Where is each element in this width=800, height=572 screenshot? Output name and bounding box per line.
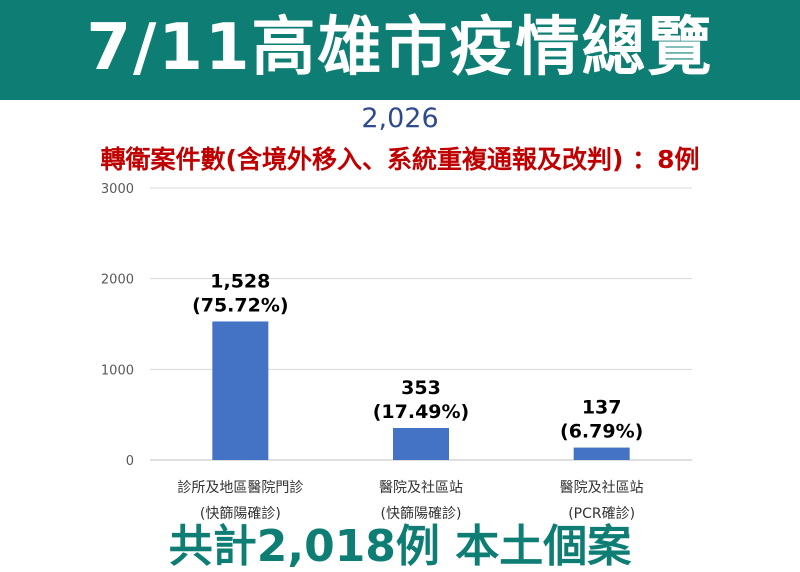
page-title: 7/11高雄市疫情總覽 <box>86 11 714 85</box>
percent-label: (6.79%) <box>560 421 643 443</box>
y-tick-label: 2000 <box>101 273 134 288</box>
x-tick-label: (快篩陽確診) <box>381 506 462 522</box>
y-axis-ticks: 0 1000 2000 3000 <box>101 182 134 469</box>
bar <box>393 427 449 460</box>
total-summary: 共計2,018例 本土個案 <box>168 521 632 572</box>
bars <box>212 321 630 460</box>
value-label: 137 <box>582 397 622 419</box>
y-tick-label: 1000 <box>101 363 134 378</box>
value-label: 353 <box>401 377 441 399</box>
x-tick-label: 醫院及社區站 <box>560 480 644 496</box>
x-axis-labels: 診所及地區醫院門診 (快篩陽確診) 醫院及社區站 (快篩陽確診) 醫院及社區站 (PCR確… <box>177 480 643 522</box>
bar-chart: 0 1000 2000 3000 1,528(75.72%) 353(17.49%) 13… <box>101 182 692 522</box>
percent-label: (17.49%) <box>373 401 470 423</box>
value-label: 1,528 <box>210 270 270 292</box>
x-tick-label: (PCR確診) <box>568 506 635 522</box>
subtotal-value: 2,026 <box>361 103 439 134</box>
y-tick-label: 0 <box>126 454 134 469</box>
bar <box>573 447 630 460</box>
transfer-note: 轉衛案件數(含境外移入、系統重複通報及改判) ：8例 <box>100 145 700 174</box>
y-tick-label: 3000 <box>101 182 134 197</box>
x-tick-label: 診所及地區醫院門診 <box>177 480 303 496</box>
x-tick-label: 醫院及社區站 <box>379 480 463 496</box>
bar <box>212 321 269 460</box>
data-labels: 1,528(75.72%) 353(17.49%) 137(6.79%) <box>192 270 643 442</box>
percent-label: (75.72%) <box>192 294 289 316</box>
title-banner: 7/11高雄市疫情總覽 <box>0 0 800 100</box>
x-tick-label: (快篩陽確診) <box>200 506 281 522</box>
